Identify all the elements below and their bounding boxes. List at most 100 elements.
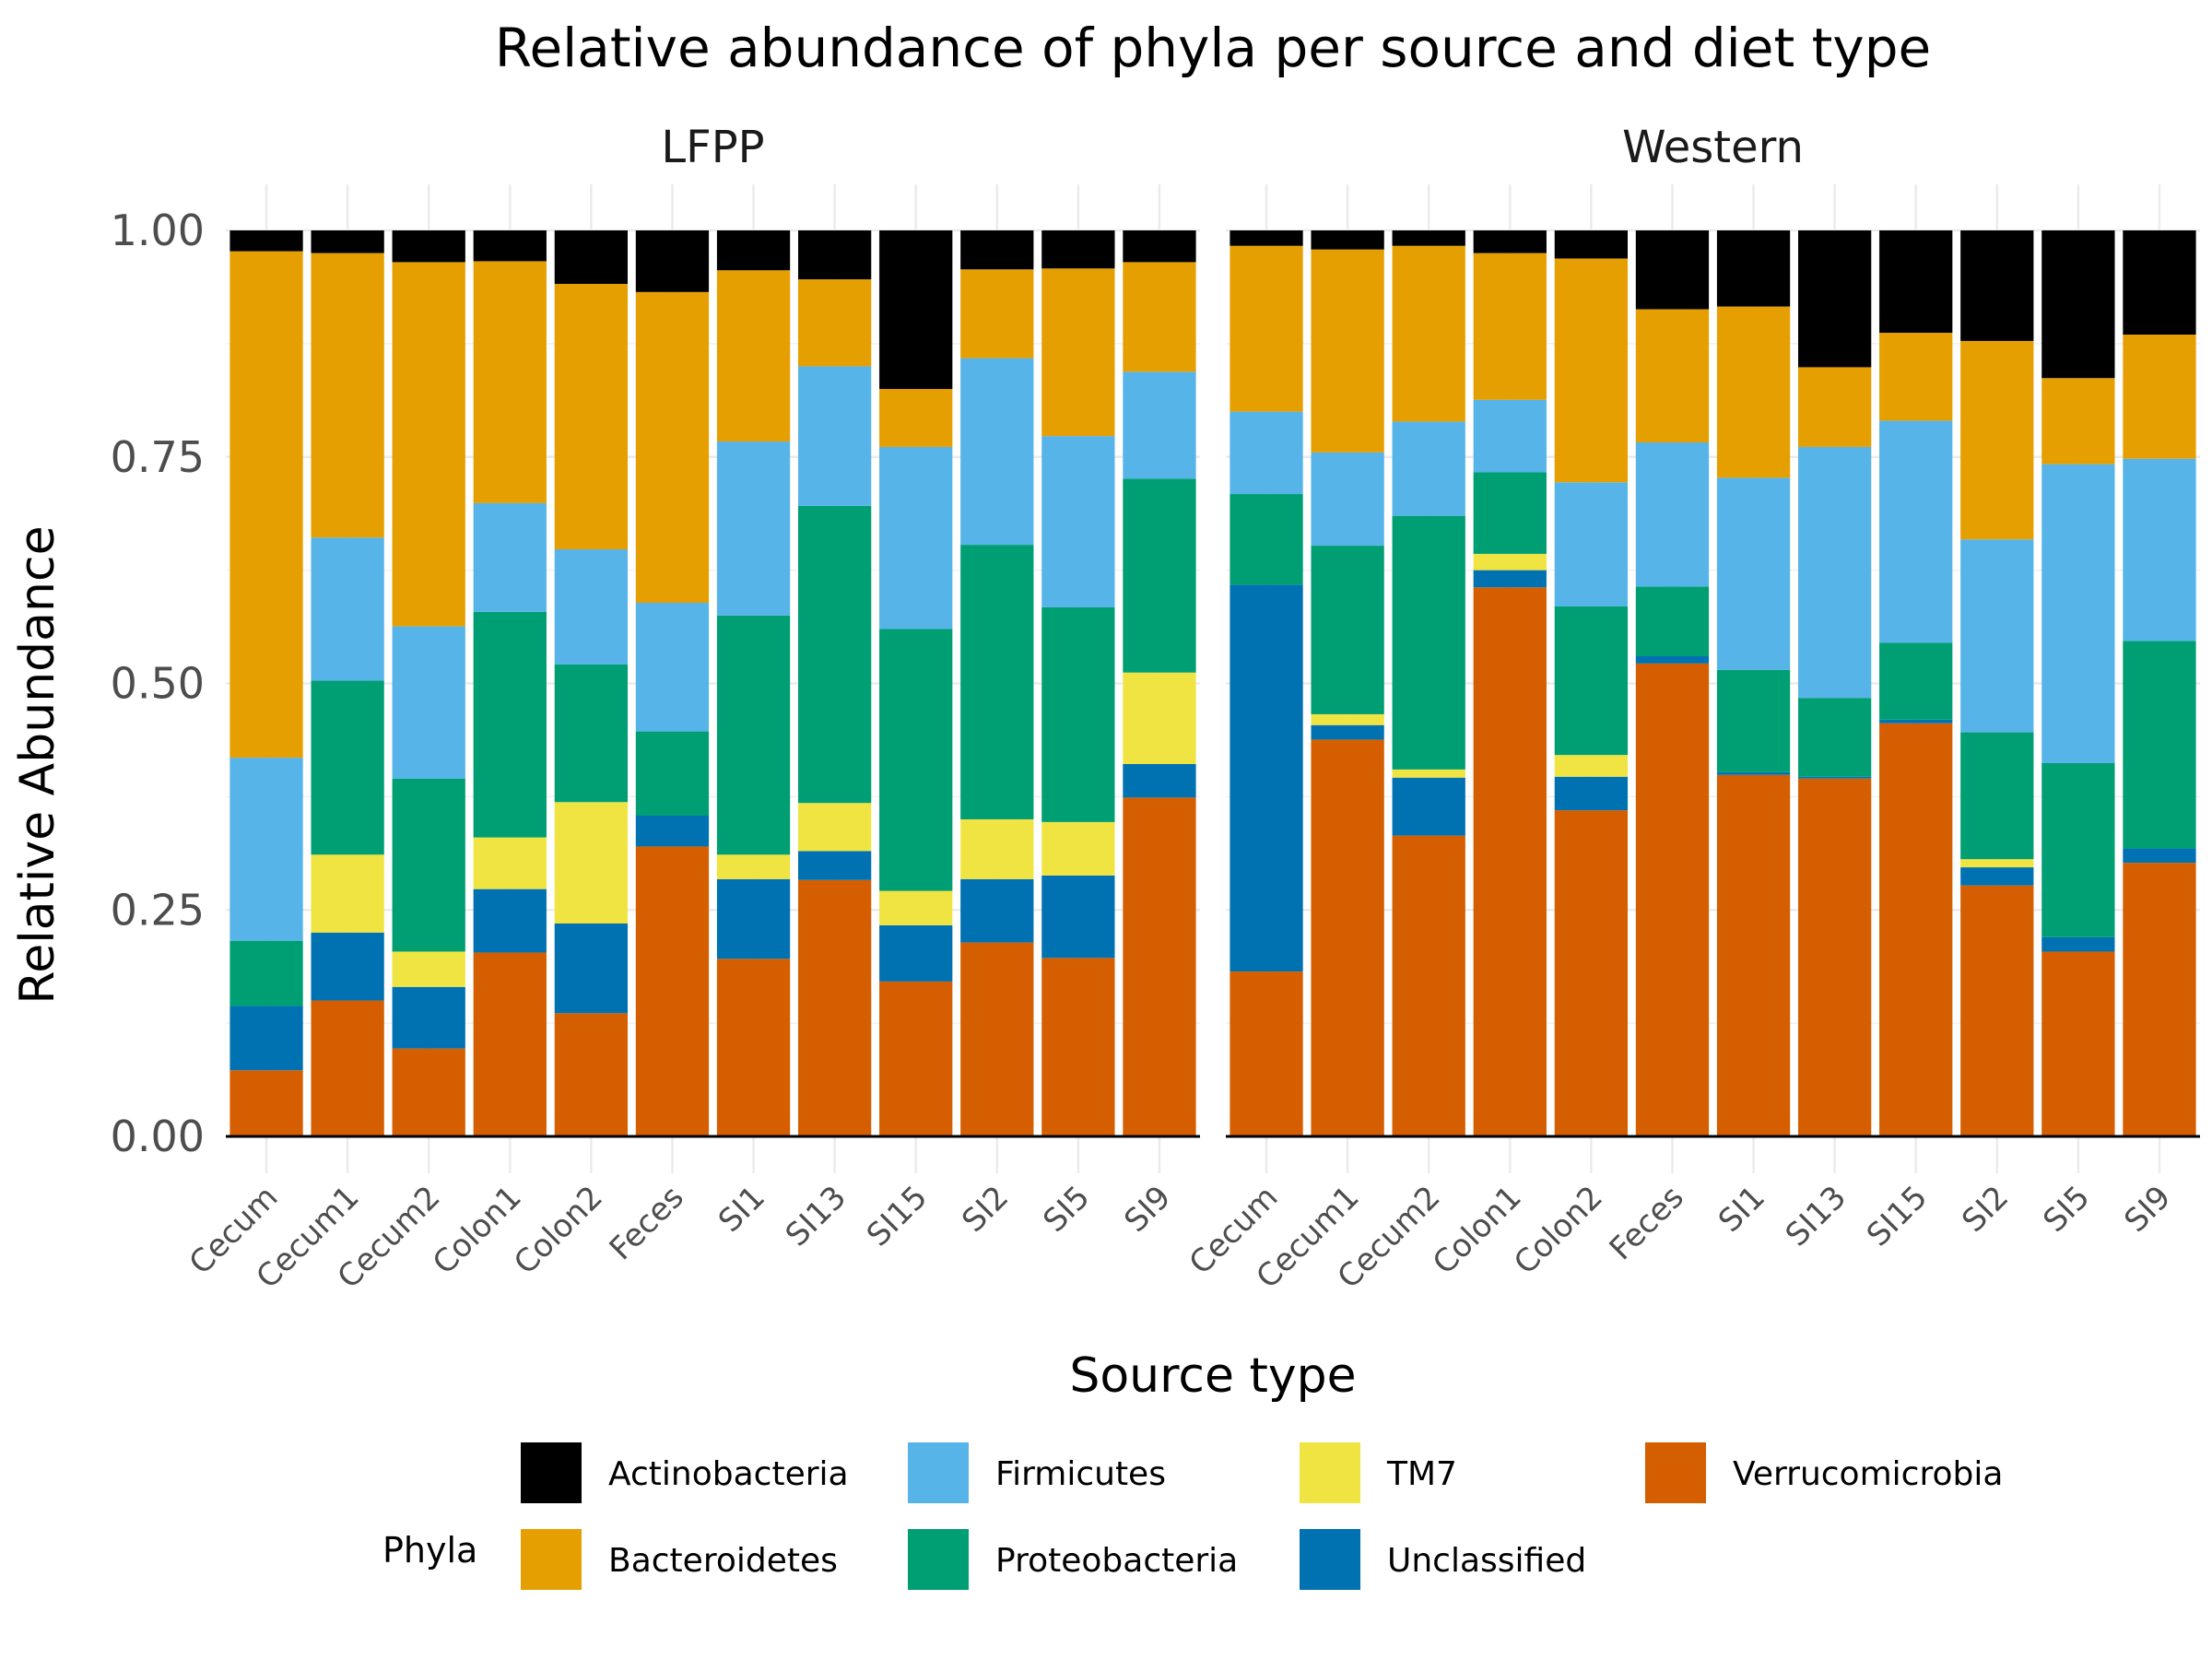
x-tick-label: Feces	[1603, 1179, 1691, 1267]
bar-segment-proteobacteria-si15	[1879, 642, 1953, 720]
x-tick-label: Colon1	[426, 1179, 529, 1282]
bar-segment-proteobacteria-colon2	[554, 664, 629, 803]
bar-segment-proteobacteria-cecum2	[1392, 515, 1465, 770]
legend-item-bacteroidetes: Bacteroidetes	[521, 1529, 838, 1590]
bar-segment-actinobacteria-si1	[1716, 230, 1791, 307]
bar-segment-proteobacteria-cecum1	[311, 680, 384, 855]
bar-segment-tm7-colon2	[1554, 755, 1629, 777]
x-tick-label: SI9	[2117, 1179, 2178, 1240]
bar-segment-proteobacteria-cecum	[1230, 494, 1303, 585]
bar-segment-firmicutes-si1	[716, 441, 791, 616]
x-tick-label: Colon1	[1426, 1179, 1529, 1282]
bar-segment-bacteroidetes-si2	[960, 269, 1034, 359]
bar-segment-tm7-colon1	[473, 837, 547, 889]
bar-segment-firmicutes-si9	[2123, 458, 2196, 641]
bar-segment-firmicutes-cecum2	[1392, 421, 1465, 516]
bar-segment-actinobacteria-si1	[716, 230, 791, 271]
bar-segment-bacteroidetes-si9	[2123, 335, 2196, 459]
bar-segment-actinobacteria-cecum	[229, 230, 303, 252]
bar-segment-bacteroidetes-feces	[635, 291, 710, 604]
bar-segment-verrucomicrobia-si15	[1879, 723, 1953, 1136]
x-tick-label: SI1	[712, 1179, 772, 1240]
bar-segment-verrucomicrobia-si1	[716, 959, 791, 1136]
y-tick-label: 0.50	[111, 659, 205, 709]
bar-segment-tm7-si1	[716, 854, 791, 879]
x-tick-label: SI13	[1779, 1179, 1853, 1253]
x-tick-label: Colon2	[507, 1179, 610, 1282]
bar-segment-actinobacteria-colon1	[473, 230, 547, 262]
bar-segment-tm7-si13	[797, 803, 872, 852]
bar-segment-actinobacteria-si9	[1123, 230, 1196, 263]
bar-segment-actinobacteria-colon2	[554, 230, 629, 284]
bar-segment-actinobacteria-colon2	[1554, 230, 1629, 259]
bar-segment-verrucomicrobia-si13	[797, 879, 872, 1136]
bar-segment-verrucomicrobia-si2	[960, 942, 1034, 1136]
legend-swatch	[1645, 1442, 1706, 1503]
x-tick-label: SI15	[1860, 1179, 1935, 1253]
bar-segment-unclassified-si15	[1879, 719, 1953, 724]
bar-segment-unclassified-cecum2	[1392, 777, 1465, 836]
bar-segment-bacteroidetes-cecum	[229, 251, 303, 759]
bar-segment-actinobacteria-cecum	[1230, 230, 1303, 246]
bar-segment-bacteroidetes-si13	[797, 279, 872, 367]
bar-segment-verrucomicrobia-cecum2	[392, 1048, 465, 1136]
bar-segment-verrucomicrobia-colon2	[1554, 810, 1629, 1136]
x-tick-label: SI1	[1712, 1179, 1772, 1240]
bar-segment-actinobacteria-si2	[960, 230, 1034, 270]
bar-segment-verrucomicrobia-cecum2	[1392, 835, 1465, 1136]
bar-segment-verrucomicrobia-si1	[1716, 774, 1791, 1136]
bar-segment-bacteroidetes-colon1	[473, 261, 547, 503]
legend-title: Phyla	[382, 1530, 477, 1571]
bar-segment-verrucomicrobia-si2	[1960, 885, 2034, 1136]
bar-segment-unclassified-si2	[960, 878, 1034, 943]
bar-segment-proteobacteria-si9	[2123, 641, 2196, 849]
bar-segment-actinobacteria-cecum1	[1311, 230, 1384, 250]
bar-segment-tm7-cecum1	[1311, 713, 1384, 725]
bar-segment-actinobacteria-si9	[2123, 230, 2196, 335]
bar-segment-proteobacteria-si15	[879, 629, 953, 891]
y-tick-label: 0.75	[111, 432, 205, 482]
bar-segment-unclassified-colon2	[554, 923, 629, 1014]
x-tick-label: SI13	[779, 1179, 853, 1253]
bar-segment-tm7-si9	[1123, 672, 1196, 764]
bar-segment-verrucomicrobia-si5	[2041, 951, 2115, 1136]
bar-segment-actinobacteria-si5	[1041, 230, 1115, 269]
bar-segment-unclassified-feces	[1635, 656, 1710, 664]
legend-item-unclassified: Unclassified	[1300, 1529, 1586, 1590]
bar-segment-tm7-cecum2	[392, 951, 465, 987]
bar-segment-actinobacteria-si5	[2041, 230, 2115, 379]
bar-segment-verrucomicrobia-colon1	[473, 952, 547, 1136]
bar-segment-tm7-cecum2	[1392, 769, 1465, 778]
bar-segment-tm7-colon1	[1473, 553, 1547, 571]
legend-swatch	[1300, 1442, 1360, 1503]
bar-segment-unclassified-cecum1	[1311, 724, 1384, 740]
bar-segment-actinobacteria-si13	[797, 230, 872, 280]
bar-segment-firmicutes-colon1	[1473, 399, 1547, 473]
y-tick-label: 0.25	[111, 885, 205, 935]
bar-segment-verrucomicrobia-si9	[2123, 863, 2196, 1136]
legend-label: Firmicutes	[995, 1455, 1166, 1493]
y-tick-label: 1.00	[111, 206, 205, 255]
bar-segment-proteobacteria-si9	[1123, 478, 1196, 673]
bar-segment-bacteroidetes-cecum1	[311, 253, 384, 538]
bar-segment-actinobacteria-cecum2	[392, 230, 465, 263]
legend-item-proteobacteria: Proteobacteria	[908, 1529, 1238, 1590]
bar-segment-verrucomicrobia-feces	[635, 846, 710, 1136]
bar-segment-unclassified-si2	[1960, 867, 2034, 886]
bar-segment-bacteroidetes-si15	[879, 389, 953, 447]
bar-segment-unclassified-si15	[879, 924, 953, 982]
bar-segment-tm7-si2	[1960, 859, 2034, 868]
bar-segment-tm7-si5	[1041, 821, 1115, 876]
bar-segment-firmicutes-si15	[1879, 420, 1953, 643]
bar-segment-unclassified-si1	[716, 878, 791, 959]
legend-item-actinobacteria: Actinobacteria	[521, 1442, 849, 1503]
bar-segment-tm7-colon2	[554, 802, 629, 924]
bar-segment-verrucomicrobia-cecum1	[311, 1000, 384, 1136]
bar-segment-bacteroidetes-si13	[1797, 367, 1872, 447]
bar-segment-firmicutes-si2	[960, 358, 1034, 546]
bar-segment-bacteroidetes-si5	[2041, 378, 2115, 465]
